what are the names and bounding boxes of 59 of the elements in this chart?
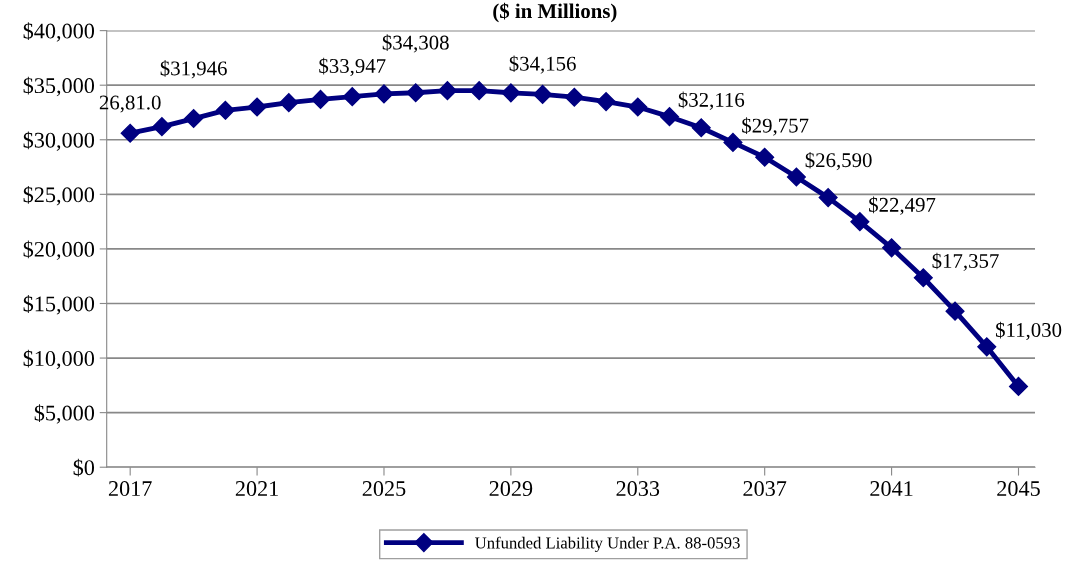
point	[342, 87, 362, 107]
y-tick-label: $10,000	[23, 349, 95, 370]
data-label: $17,357	[932, 252, 999, 271]
point	[755, 147, 775, 167]
x-tick-label: 2037	[743, 481, 787, 497]
point	[596, 92, 616, 112]
data-label: $26,590	[805, 151, 872, 171]
point	[406, 83, 426, 103]
y-tick-label: $30,000	[23, 131, 95, 151]
y-tick-label: $0	[73, 458, 95, 477]
data-label: $22,497	[869, 196, 936, 215]
x-tick-label: 2017	[108, 481, 152, 497]
point	[501, 83, 521, 103]
data-label: $32,116	[678, 91, 745, 110]
point	[120, 123, 140, 143]
point	[977, 337, 997, 357]
chart-title: ($ in Millions)	[493, 2, 617, 23]
point	[659, 107, 680, 127]
point	[882, 238, 902, 258]
data-label: $33,947	[319, 57, 386, 77]
y-tick-label: $40,000	[23, 22, 95, 42]
point	[691, 118, 711, 138]
data-label: 26,81.0	[99, 95, 161, 113]
y-tick-label: $15,000	[23, 295, 95, 315]
x-tick-label: 2041	[870, 481, 913, 497]
point	[786, 167, 806, 187]
point	[945, 301, 965, 321]
data-label: $34,308	[382, 34, 449, 53]
point	[850, 212, 870, 232]
point	[279, 93, 299, 113]
point	[469, 81, 489, 101]
point	[723, 132, 743, 152]
point	[184, 108, 204, 129]
data-label: $29,757	[742, 117, 809, 136]
data-label: $11,030	[996, 321, 1062, 341]
data-label: $34,156	[509, 55, 576, 74]
point	[310, 89, 331, 109]
point	[913, 268, 933, 288]
point	[437, 81, 457, 101]
y-tick-label: $25,000	[23, 185, 95, 206]
x-tick-label: 2029	[489, 481, 533, 497]
y-tick-label: $35,000	[23, 76, 95, 97]
x-tick-label: 2045	[997, 481, 1040, 497]
point	[374, 84, 394, 104]
x-tick-label: 2021	[235, 481, 278, 497]
point	[628, 97, 648, 117]
point	[1008, 376, 1029, 396]
point	[215, 100, 235, 120]
point	[247, 97, 267, 117]
point	[152, 117, 172, 137]
x-tick-label: 2033	[616, 481, 660, 497]
y-tick-label: $20,000	[23, 240, 95, 261]
point	[818, 188, 838, 208]
legend-label: Unfunded Liability Under P.A. 88-0593	[475, 536, 740, 552]
x-tick-label: 2025	[362, 481, 406, 497]
y-tick-label: $5,000	[34, 404, 95, 424]
point	[564, 87, 584, 107]
data-label: $31,946	[160, 60, 227, 79]
point	[533, 84, 553, 104]
